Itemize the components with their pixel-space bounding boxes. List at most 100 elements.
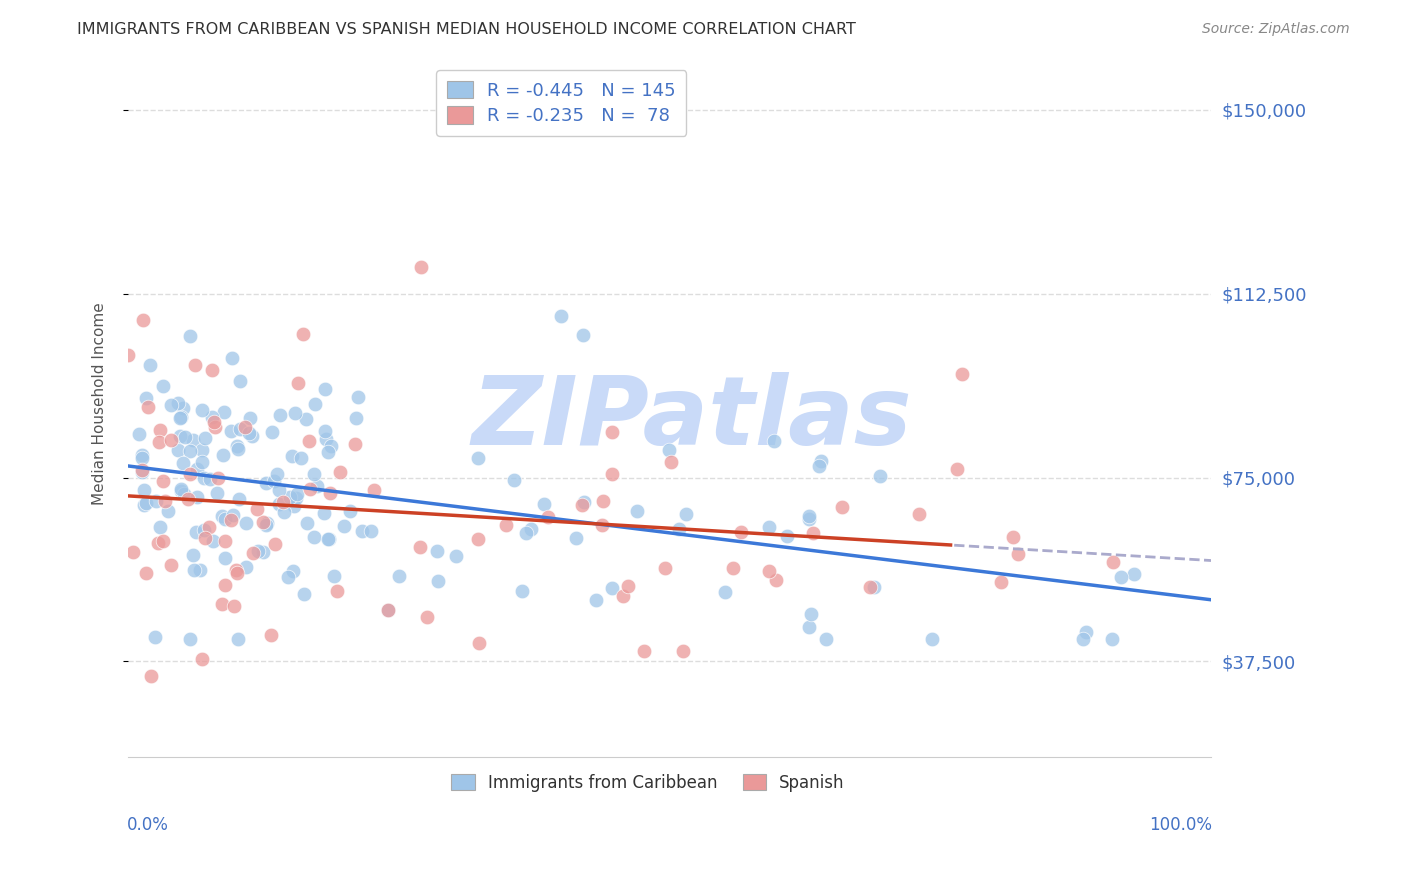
Point — [302, 530, 325, 544]
Point — [319, 485, 342, 500]
Point — [207, 485, 229, 500]
Point — [194, 431, 217, 445]
Point — [132, 312, 155, 326]
Point — [172, 401, 194, 415]
Point — [169, 429, 191, 443]
Point — [179, 328, 201, 343]
Point — [225, 566, 247, 581]
Point — [295, 412, 318, 426]
Point — [520, 522, 543, 536]
Point — [252, 515, 274, 529]
Point — [238, 425, 260, 440]
Point — [235, 560, 257, 574]
Point — [190, 563, 212, 577]
Point — [136, 400, 159, 414]
Point — [292, 326, 315, 341]
Point — [495, 517, 517, 532]
Point — [346, 411, 368, 425]
Point — [319, 439, 342, 453]
Point — [815, 632, 838, 647]
Point — [229, 375, 252, 389]
Point — [204, 420, 226, 434]
Point — [537, 510, 560, 524]
Point — [862, 580, 884, 594]
Point — [131, 449, 153, 463]
Point — [797, 620, 820, 634]
Point — [591, 517, 613, 532]
Point — [207, 471, 229, 485]
Point — [190, 652, 212, 666]
Point — [149, 424, 172, 438]
Point — [467, 636, 489, 650]
Point — [131, 463, 153, 477]
Point — [312, 507, 335, 521]
Point — [222, 599, 245, 614]
Point — [269, 408, 291, 422]
Point — [242, 546, 264, 560]
Point — [252, 545, 274, 559]
Point — [264, 537, 287, 551]
Point — [316, 532, 339, 546]
Point — [143, 631, 166, 645]
Point — [225, 563, 247, 577]
Point — [510, 583, 533, 598]
Point — [170, 409, 193, 424]
Point — [273, 505, 295, 519]
Point — [571, 499, 593, 513]
Point — [763, 434, 786, 448]
Point — [246, 501, 269, 516]
Point — [565, 531, 588, 545]
Point — [284, 406, 307, 420]
Point — [263, 475, 285, 489]
Point — [152, 379, 174, 393]
Point — [297, 516, 319, 530]
Point — [277, 569, 299, 583]
Point — [173, 487, 195, 501]
Point — [226, 632, 249, 647]
Point — [145, 493, 167, 508]
Point — [152, 474, 174, 488]
Point — [221, 351, 243, 366]
Point — [654, 561, 676, 575]
Point — [409, 260, 432, 274]
Point — [1073, 632, 1095, 647]
Point — [323, 569, 346, 583]
Point — [186, 490, 208, 504]
Point — [1002, 530, 1025, 544]
Point — [254, 476, 277, 491]
Point — [503, 474, 526, 488]
Point — [281, 564, 304, 578]
Point — [198, 472, 221, 486]
Legend: Immigrants from Caribbean, Spanish: Immigrants from Caribbean, Spanish — [444, 767, 852, 798]
Point — [600, 581, 623, 595]
Point — [179, 443, 201, 458]
Point — [388, 569, 411, 583]
Point — [797, 512, 820, 526]
Point — [191, 443, 214, 458]
Point — [267, 483, 290, 497]
Point — [444, 549, 467, 564]
Point — [344, 437, 367, 451]
Point — [176, 492, 198, 507]
Point — [284, 491, 307, 505]
Point — [152, 534, 174, 549]
Point — [179, 467, 201, 481]
Point — [360, 524, 382, 538]
Point — [776, 529, 799, 543]
Text: Source: ZipAtlas.com: Source: ZipAtlas.com — [1202, 22, 1350, 37]
Point — [225, 439, 247, 453]
Point — [347, 391, 370, 405]
Point — [228, 492, 250, 507]
Point — [214, 550, 236, 565]
Point — [633, 644, 655, 658]
Point — [148, 435, 170, 450]
Point — [153, 493, 176, 508]
Point — [285, 486, 308, 500]
Point — [326, 584, 349, 599]
Point — [831, 500, 853, 514]
Point — [226, 442, 249, 456]
Point — [212, 448, 235, 462]
Point — [254, 517, 277, 532]
Point — [800, 607, 823, 622]
Point — [221, 424, 243, 438]
